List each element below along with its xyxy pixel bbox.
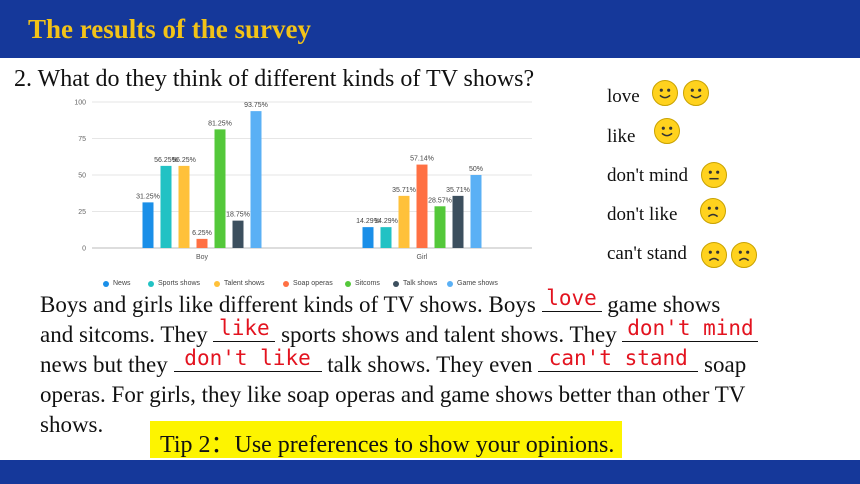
legend-label: News [113,280,131,287]
key-label-dont-like: don't like [607,204,678,225]
bar [362,227,374,248]
legend-swatch [214,281,220,287]
answer-text: don't mind [627,316,754,340]
data-label: 35.71% [392,187,416,194]
bar-chart: 100 75 50 25 0 31.25% 56.25% 56.25% 6.25% 81.25% 1… [60,96,540,286]
answer-blank: like [213,316,276,342]
paragraph-text: sports shows and talent shows. They [281,322,617,347]
data-label: 18.75% [226,212,250,219]
paragraph-text: game shows [607,292,721,317]
bar [142,202,154,248]
paragraph-line-4: operas. For girls, they like soap operas… [40,382,746,407]
legend-label: Game shows [457,280,498,287]
answer-text: can't stand [548,346,688,370]
legend-swatch [345,281,351,287]
paragraph-text: Boys and girls like different kinds of T… [40,292,536,317]
data-label: 14.29% [356,218,380,225]
answer-blank: can't stand [538,346,699,372]
bar [232,220,244,248]
data-label: 35.71% [446,187,470,194]
paragraph-text: soap [704,352,747,377]
data-label: 14.29% [374,218,398,225]
footer-bar [0,460,860,484]
bar [452,195,464,248]
y-tick-label: 75 [78,136,86,143]
legend-label: Talk shows [403,280,438,287]
smile-face-icon [654,118,680,144]
paragraph-text: talk shows. They even [327,352,533,377]
key-label-dont-mind: don't mind [607,165,689,186]
x-category-label: Boy [196,254,209,261]
paragraph-text: news but they [40,352,168,377]
data-label: 81.25% [208,120,232,127]
paragraph-line-2: and sitcoms. They like sports shows and … [40,316,759,350]
key-label-like: like [607,126,636,147]
answer-text: like [219,316,270,340]
paragraph-text: and sitcoms. They [40,322,208,347]
bar [416,164,428,248]
key-label-love: love [607,86,640,107]
answer-blank: don't mind [622,316,759,342]
data-label: 57.14% [410,156,434,163]
smile-face-icon [683,80,709,106]
bar [196,238,208,248]
x-category-label: Girl [417,254,428,261]
frown-face-icon [731,242,757,268]
legend-swatch [103,281,109,287]
legend-label: Talent shows [224,280,265,287]
legend-swatch [148,281,154,287]
frown-face-icon [700,198,726,224]
title-banner: The results of the survey [0,0,860,58]
question-text: 2. What do they think of different kinds… [14,66,535,92]
paragraph-line-5: shows. [40,412,104,437]
page-title: The results of the survey [28,14,311,44]
answer-text: don't like [184,346,311,370]
bar [250,111,262,248]
bar [214,129,226,248]
data-label: 93.75% [244,102,268,109]
key-label-cant-stand: can't stand [607,243,687,264]
legend-swatch [447,281,453,287]
legend-label: Sitcoms [355,280,380,287]
data-label: 6.25% [192,230,212,237]
bar [160,165,172,248]
legend-label: Soap operas [293,280,333,287]
frown-face-icon [701,242,727,268]
answer-blank: love [541,286,602,312]
bar-chart-svg: 100 75 50 25 0 31.25% 56.25%56.25% 6.25% 81.25% 1… [74,100,532,261]
legend-label: Sports shows [158,280,201,287]
y-tick-label: 100 [74,100,86,107]
y-tick-label: 50 [78,173,86,180]
y-tick-label: 0 [82,246,86,253]
bar [380,227,392,248]
data-label: 56.25% [172,157,196,164]
paragraph-line-1: Boys and girls like different kinds of T… [40,286,721,320]
bar [434,206,446,248]
data-label: 56.25% [154,157,178,164]
paragraph-line-3: news but they don't like talk shows. The… [40,346,747,380]
neutral-face-icon [701,162,727,188]
data-label: 28.57% [428,197,452,204]
tip-banner: Tip 2：Use preferences to show your opini… [150,421,623,458]
answer-text: love [546,286,597,310]
bar [398,195,410,248]
legend-swatch [393,281,399,287]
bar [470,175,482,248]
data-label: 50% [469,166,483,173]
bar [178,165,190,248]
data-label: 31.25% [136,193,160,200]
y-tick-label: 25 [78,209,86,216]
answer-blank: don't like [173,346,322,372]
legend-swatch [283,281,289,287]
smile-face-icon [652,80,678,106]
